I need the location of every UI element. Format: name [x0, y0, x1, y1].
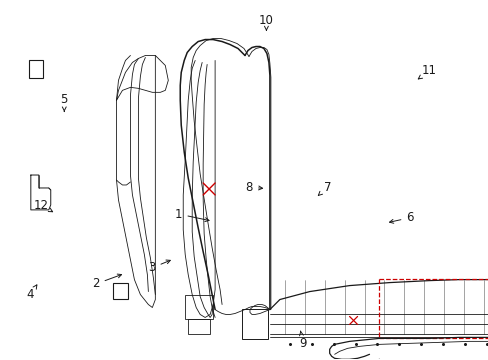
Text: 7: 7: [318, 181, 330, 195]
Text: 9: 9: [299, 331, 306, 350]
Text: 1: 1: [175, 208, 209, 221]
Text: 10: 10: [259, 14, 273, 30]
Text: 11: 11: [417, 64, 436, 79]
Text: 8: 8: [245, 181, 262, 194]
Text: 12: 12: [33, 199, 53, 212]
Text: 4: 4: [26, 285, 37, 301]
Text: 5: 5: [61, 93, 68, 112]
Text: 2: 2: [92, 274, 122, 291]
Text: 3: 3: [148, 260, 170, 274]
Text: 6: 6: [389, 211, 413, 224]
